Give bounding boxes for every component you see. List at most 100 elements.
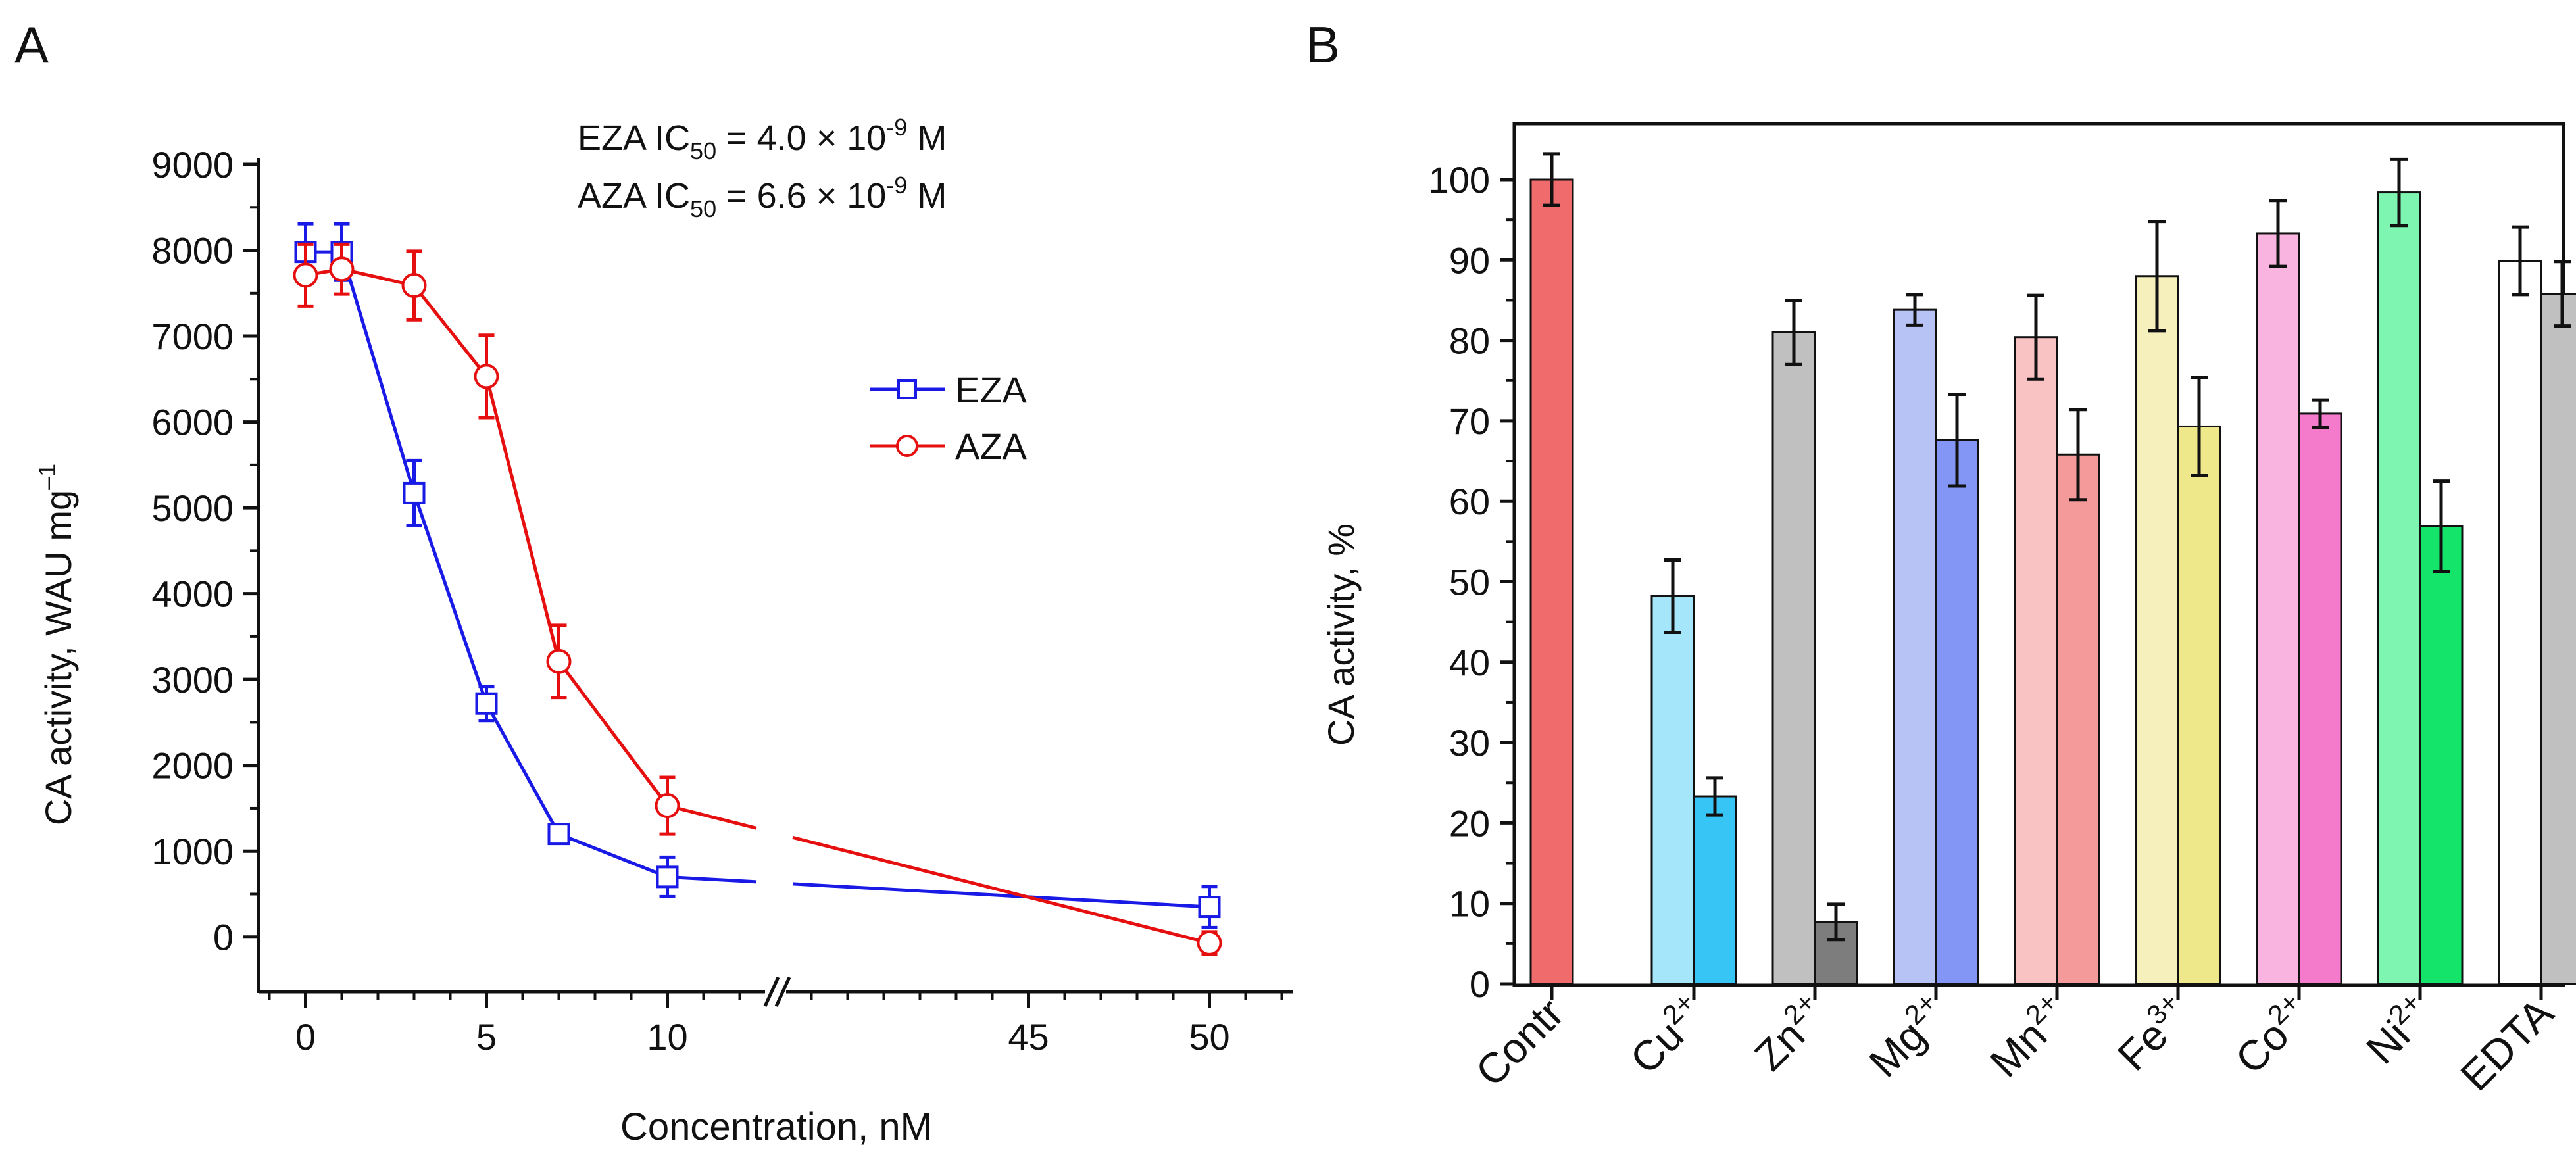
bar-group-contr-error-bar [1543, 152, 1560, 207]
bar-group-ni [2377, 157, 2464, 985]
bar-group-ni-bar [2419, 525, 2464, 985]
axis-break-marker [763, 976, 791, 1008]
series-eza-line-segment [485, 702, 560, 835]
bar-group-co-error-bar [2269, 199, 2287, 268]
series-eza-line-segment [558, 832, 668, 879]
bar-group-mn-error-bar [2069, 408, 2087, 502]
ic50-annotation-eza: EZA IC50 = 4.0 × 10-9 M [578, 114, 947, 164]
panel-b-y-ticks: 0 10 20 30 40 50 60 70 80 90 100 [1429, 159, 1514, 1005]
panel-a-ylabel: CA activity, WAU mg [37, 490, 79, 825]
series-aza-point [1197, 930, 1222, 956]
series-eza-line-segment [792, 882, 1210, 909]
ic50-eza-label: EZA IC [578, 118, 690, 158]
bar-group-zn-bar [1771, 331, 1816, 985]
panel-a-x-ticks: 0 5 10 45 50 [268, 992, 1283, 1058]
series-aza-point [474, 364, 499, 389]
axis-break-slash-2 [774, 976, 791, 1008]
bar-group-cu [1650, 558, 1737, 985]
bar-group-fe-bar [2177, 425, 2221, 985]
panel-b-bars [1529, 152, 2576, 985]
series-aza-point [293, 262, 318, 288]
panel-b-y-tick-label: 100 [1429, 159, 1490, 201]
legend-aza-label: AZA [955, 426, 1028, 467]
series-aza [293, 242, 1222, 956]
bar-group-mg-bar [1935, 439, 1979, 985]
bar-group-mg-bar [1893, 308, 1937, 985]
panel-a-series [293, 222, 1222, 956]
series-eza-point [547, 823, 570, 846]
ic50-aza-sup: -9 [886, 172, 907, 199]
panel-a-y-tick-label: 6000 [151, 402, 234, 443]
panel-a-y-tick-label: 2000 [151, 745, 234, 787]
panel-b-y-tick-label: 60 [1449, 481, 1490, 522]
ic50-aza-mid: = 6.6 × 10 [716, 176, 886, 216]
bar-group-co-error-bar [2312, 398, 2329, 429]
bar-group-fe-error-bar [2191, 376, 2208, 477]
ic50-aza-unit: M [907, 176, 947, 216]
bar-group-mg-error-bar [1948, 393, 1966, 488]
bar-group-edta-error-bar [2512, 225, 2529, 297]
ic50-eza-mid: = 4.0 × 10 [716, 118, 886, 158]
panel-a-legend: EZA AZA [870, 369, 1028, 467]
panel-b-y-tick-label: 40 [1449, 642, 1490, 683]
series-aza-point [655, 793, 680, 819]
bar-group-fe-error-bar [2148, 220, 2166, 333]
legend-eza-square-marker [897, 379, 917, 399]
series-aza-point [401, 273, 427, 299]
bar-group-mn-error-bar [2027, 293, 2044, 381]
panel-a-y-ticks: 0 1000 2000 3000 4000 5000 6000 7000 8000 9000 [151, 144, 259, 958]
panel-a-ylabel-sup: –1 [34, 464, 61, 490]
bar-group-co [2256, 199, 2342, 985]
legend-aza-circle-marker [896, 435, 918, 457]
bar-group-mg-error-bar [1906, 293, 1923, 327]
series-aza-line-segment [557, 660, 669, 807]
ic50-eza-sup: -9 [886, 114, 907, 141]
panel-a-x-tick-label: 50 [1189, 1016, 1229, 1058]
panel-a-x-axis-title: Concentration, nM [620, 1106, 932, 1148]
panel-b-y-tick-label: 0 [1470, 963, 1490, 1005]
axis-break-slash-1 [763, 976, 780, 1008]
panel-a-x-tick-label: 45 [1008, 1016, 1049, 1058]
series-eza-point [475, 692, 498, 715]
bar-group-edta [2498, 225, 2576, 985]
series-eza-point [1198, 896, 1221, 919]
bar-group-co-bar [2298, 412, 2342, 985]
panel-a-y-tick-label: 1000 [151, 831, 234, 872]
panel-a-label: A [14, 16, 49, 74]
series-eza-line-segment [340, 251, 416, 494]
panel-a-y-tick-label: 0 [213, 917, 234, 958]
bar-group-zn-error-bar [1785, 298, 1802, 366]
bar-group-ni-bar [2377, 191, 2421, 985]
series-eza-line-segment [412, 493, 488, 704]
series-aza-line-segment [485, 376, 560, 662]
panel-a-x-tick-label: 10 [647, 1016, 687, 1058]
series-aza-point [546, 648, 572, 674]
bar-group-edta-bar [2540, 293, 2576, 985]
ic50-eza-unit: M [907, 118, 947, 158]
bar-group-ni-error-bar [2390, 157, 2408, 228]
bar-group-fe [2135, 220, 2221, 985]
bar-group-cu-error-bar [1706, 776, 1723, 817]
bar-group-zn [1771, 298, 1858, 985]
panel-b-y-axis-title: CA activity, % [1320, 524, 1362, 746]
bar-group-contr-bar [1529, 178, 1574, 985]
series-eza-point [403, 481, 426, 504]
panel-a: A EZA IC50 = 4.0 × 10-9 M AZA IC50 = 6.6… [14, 16, 1293, 1148]
legend-item-aza: AZA [870, 426, 1028, 467]
panel-a-y-tick-label: 7000 [151, 316, 234, 357]
series-aza-line-segment [412, 284, 488, 378]
series-aza-line-segment [666, 804, 757, 830]
series-aza-point [329, 256, 355, 282]
ic50-aza-sub: 50 [690, 195, 716, 222]
ic50-annotation-aza: AZA IC50 = 6.6 × 10-9 M [578, 172, 947, 222]
panel-a-y-tick-label: 8000 [151, 230, 234, 272]
legend-item-eza: EZA [870, 369, 1028, 410]
legend-eza-label: EZA [955, 369, 1028, 410]
panel-a-y-tick-label: 3000 [151, 659, 234, 700]
bar-group-edta-error-bar [2554, 260, 2571, 328]
bar-group-ni-error-bar [2433, 479, 2450, 573]
bar-group-mn [2014, 293, 2100, 985]
panel-b-y-tick-label: 70 [1449, 401, 1490, 442]
panel-a-x-tick-label: 5 [476, 1016, 497, 1058]
